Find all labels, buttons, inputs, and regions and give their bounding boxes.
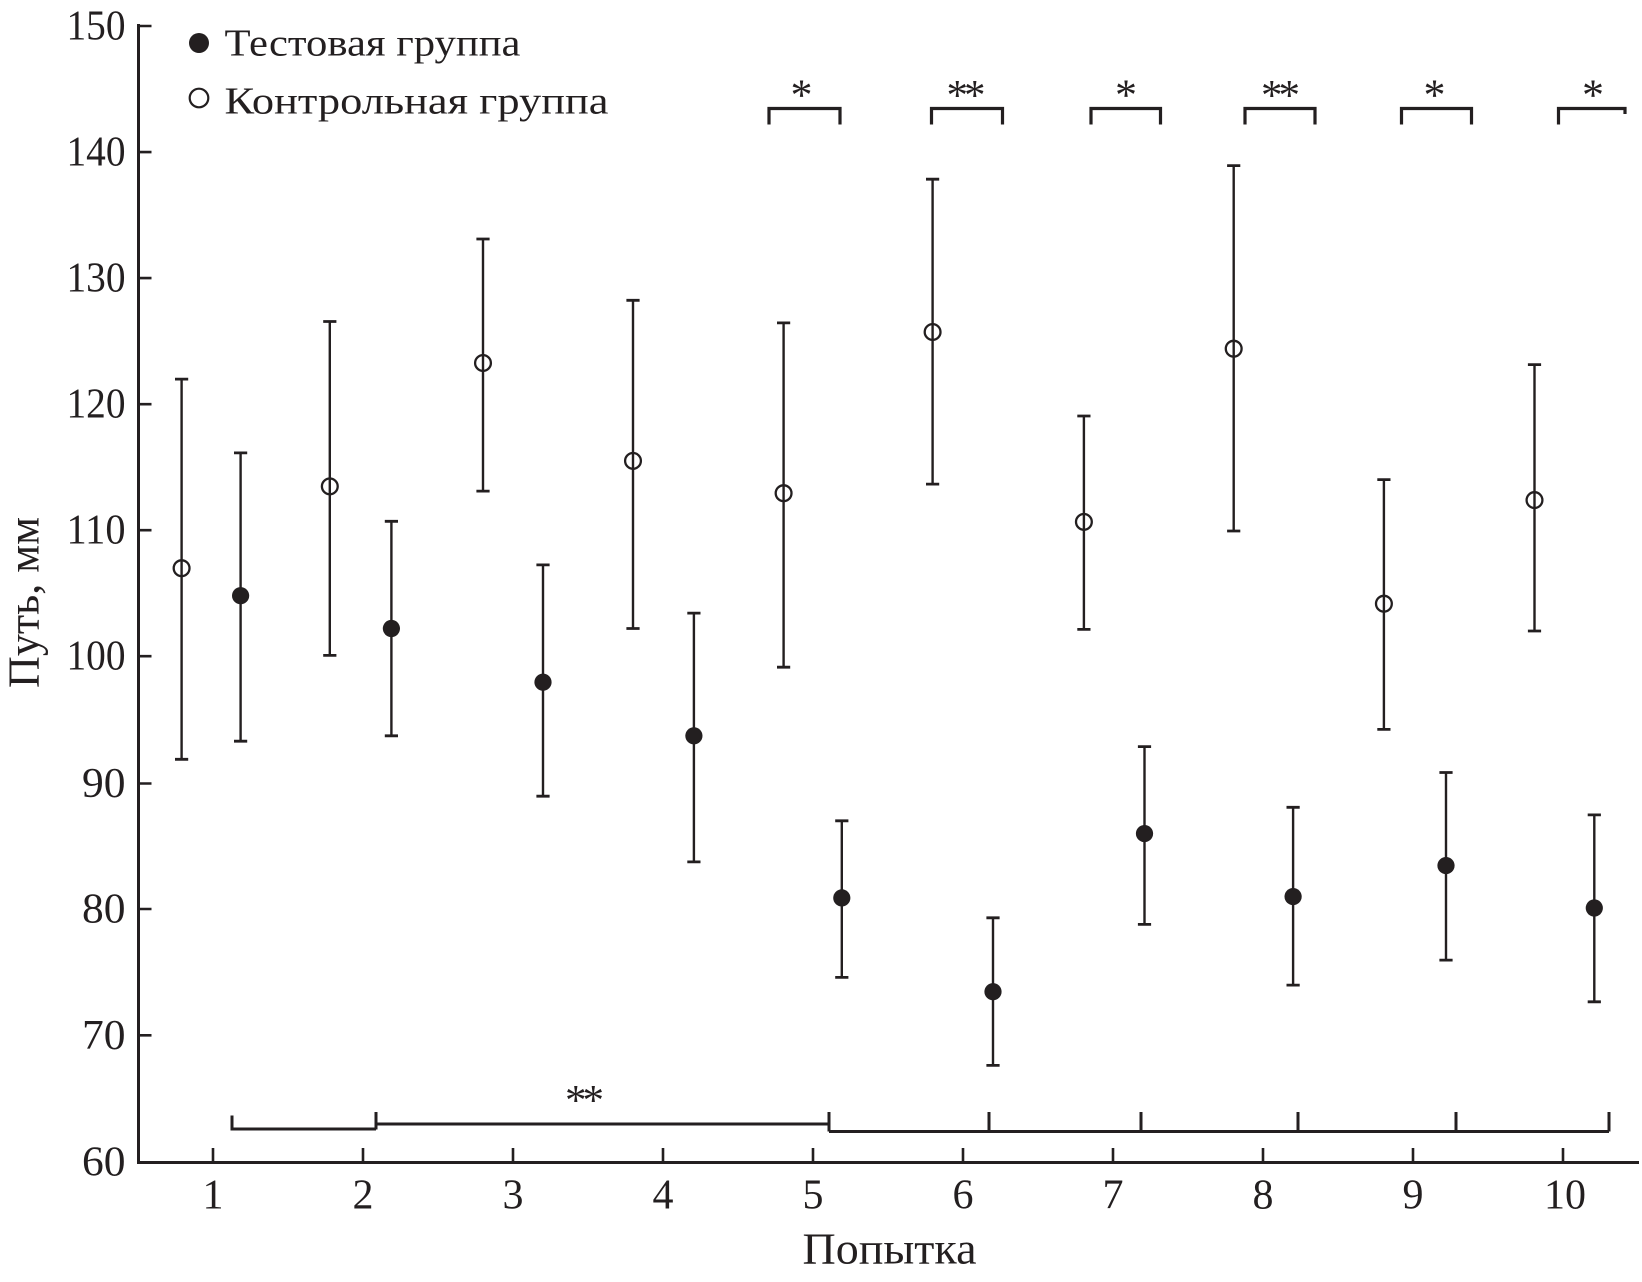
svg-text:*: * — [791, 71, 813, 120]
svg-text:100: 100 — [67, 634, 126, 680]
svg-text:130: 130 — [67, 256, 126, 302]
svg-text:120: 120 — [67, 382, 126, 428]
svg-text:**: ** — [947, 73, 985, 120]
svg-text:4: 4 — [653, 1173, 674, 1219]
svg-text:8: 8 — [1253, 1173, 1274, 1219]
svg-text:*: * — [1115, 71, 1137, 120]
svg-text:5: 5 — [803, 1173, 824, 1219]
svg-text:Путь, мм: Путь, мм — [0, 517, 49, 688]
svg-text:110: 110 — [67, 508, 126, 554]
svg-text:150: 150 — [67, 4, 126, 50]
svg-text:**: ** — [1261, 73, 1299, 120]
svg-text:9: 9 — [1403, 1173, 1424, 1219]
svg-text:60: 60 — [82, 1140, 126, 1186]
svg-text:140: 140 — [67, 130, 126, 176]
svg-text:Попытка: Попытка — [803, 1225, 977, 1274]
svg-text:Тестовая группа: Тестовая группа — [225, 22, 521, 64]
svg-text:2: 2 — [353, 1173, 374, 1219]
svg-text:90: 90 — [82, 761, 126, 807]
svg-text:80: 80 — [82, 887, 126, 933]
svg-text:3: 3 — [503, 1173, 524, 1219]
svg-text:*: * — [1582, 71, 1604, 120]
svg-text:1: 1 — [203, 1173, 224, 1219]
svg-text:7: 7 — [1103, 1173, 1124, 1219]
svg-text:Контрольная группа: Контрольная группа — [225, 81, 609, 123]
svg-text:*: * — [1424, 71, 1446, 120]
svg-text:10: 10 — [1544, 1173, 1586, 1219]
svg-text:**: ** — [565, 1078, 603, 1125]
svg-text:6: 6 — [953, 1173, 974, 1219]
svg-text:70: 70 — [82, 1013, 126, 1059]
